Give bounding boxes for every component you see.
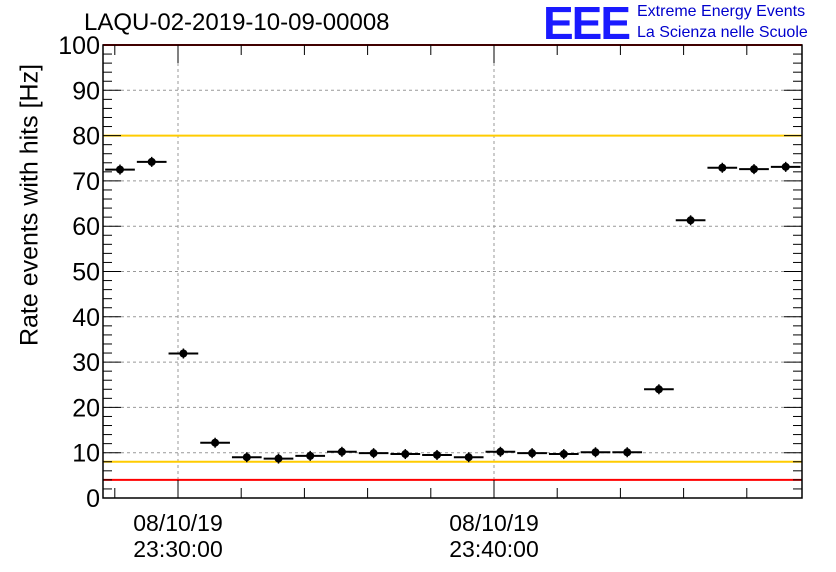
- point-marker: [147, 157, 156, 166]
- data-point: [707, 162, 738, 173]
- eee-logo: EEE: [543, 0, 631, 49]
- point-marker: [559, 450, 568, 459]
- data-point: [644, 384, 674, 395]
- data-point: [200, 437, 230, 448]
- point-marker: [528, 449, 537, 458]
- point-marker: [654, 385, 663, 394]
- y-tick-label: 50: [72, 259, 100, 287]
- data-point: [327, 446, 357, 457]
- data-point: [168, 348, 199, 359]
- point-marker: [306, 451, 315, 460]
- data-point: [612, 447, 643, 458]
- point-marker: [211, 438, 220, 447]
- y-tick-label: 10: [72, 440, 100, 468]
- y-tick-label: 40: [72, 304, 100, 332]
- data-point: [136, 156, 167, 167]
- data-point: [422, 449, 452, 460]
- data-point: [517, 448, 547, 459]
- data-point: [485, 446, 516, 457]
- data-point: [770, 161, 801, 172]
- y-tick-labels: 0 10 20 30 40 50 60 70 80 90 100: [58, 32, 100, 513]
- data-point: [453, 452, 484, 463]
- data-point: [390, 449, 421, 460]
- axis-ticks: [103, 44, 802, 499]
- data-point: [231, 452, 262, 463]
- point-marker: [116, 165, 124, 174]
- y-tick-label: 0: [86, 485, 100, 513]
- logo-line-1: Extreme Energy Events: [637, 3, 806, 20]
- data-points: [105, 156, 801, 464]
- y-axis-label: Rate events with hits [Hz]: [15, 63, 44, 347]
- y-tick-label: 90: [72, 77, 100, 105]
- x-tick-label-time: 23:40:00: [449, 536, 539, 562]
- point-marker: [274, 454, 283, 463]
- point-marker: [623, 448, 632, 457]
- y-tick-label: 60: [72, 213, 100, 241]
- y-tick-label: 70: [72, 168, 100, 196]
- point-marker: [718, 163, 727, 172]
- x-tick-label-date: 08/10/19: [133, 510, 223, 536]
- point-marker: [750, 165, 758, 174]
- point-marker: [242, 453, 251, 462]
- data-point: [358, 448, 389, 459]
- point-marker: [591, 448, 600, 457]
- y-tick-label: 100: [58, 32, 100, 60]
- y-tick-label: 20: [72, 394, 100, 422]
- logo-line-2: La Scienza nelle Scuole: [637, 24, 808, 41]
- y-tick-label: 80: [72, 123, 100, 151]
- point-marker: [401, 450, 410, 459]
- x-tick-label-time: 23:30:00: [133, 536, 223, 562]
- data-point: [675, 215, 706, 226]
- point-marker: [464, 453, 473, 462]
- data-point: [548, 449, 579, 460]
- data-point: [580, 447, 611, 458]
- point-marker: [496, 447, 505, 456]
- point-marker: [781, 162, 790, 171]
- point-marker: [337, 447, 346, 456]
- data-point: [739, 164, 769, 175]
- grid-lines: [103, 45, 802, 498]
- data-point: [263, 453, 294, 464]
- point-marker: [369, 449, 378, 458]
- point-marker: [179, 349, 188, 358]
- threshold-lines: [103, 44, 802, 481]
- point-marker: [686, 216, 695, 225]
- point-marker: [433, 450, 441, 459]
- data-point: [295, 450, 326, 461]
- x-tick-label-date: 08/10/19: [449, 510, 539, 536]
- data-point: [105, 164, 135, 175]
- y-tick-label: 30: [72, 349, 100, 377]
- chart-title: LAQU-02-2019-10-09-00008: [84, 9, 390, 36]
